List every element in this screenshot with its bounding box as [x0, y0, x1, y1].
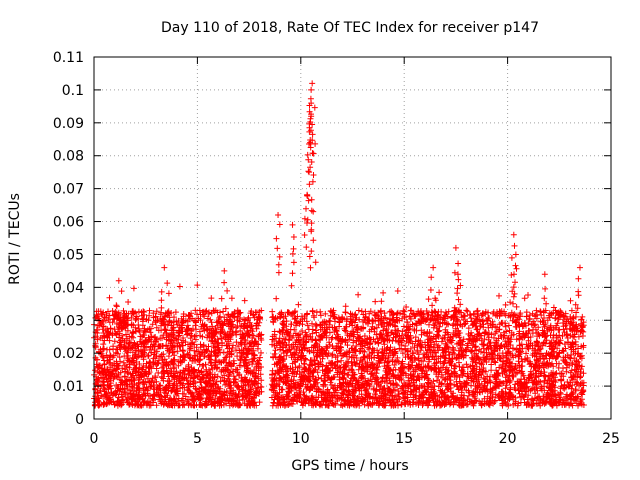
roti-peak-trail [306, 95, 319, 147]
roti-peak-point [161, 264, 168, 271]
axis-ticks [93, 56, 612, 420]
roti-peak-point [275, 211, 282, 218]
roti-peak-trail [307, 220, 319, 271]
roti-peak-trail [288, 234, 297, 289]
x-tick-label: 10 [292, 431, 310, 447]
y-tick-label: 0.1 [62, 83, 84, 99]
roti-peak-trail [218, 279, 231, 334]
roti-peak-trail [304, 151, 316, 203]
roti-peak-trail [306, 102, 314, 151]
roti-peak-point [115, 277, 122, 284]
roti-peak-trail [540, 285, 550, 336]
roti-peak-point [576, 264, 583, 271]
plot-frame [93, 56, 612, 420]
roti-peak-point [310, 208, 317, 215]
y-tick-label: 0.08 [53, 149, 84, 165]
roti-peak-point [306, 169, 313, 176]
roti-peak-point [452, 244, 459, 251]
roti-peak-point [309, 80, 316, 87]
roti-peak-trail [510, 265, 520, 319]
grid [94, 57, 611, 419]
roti-peak-point [541, 271, 548, 278]
chart-title: Day 110 of 2018, Rate Of TEC Index for r… [161, 20, 539, 36]
roti-peak-point [289, 221, 296, 228]
y-tick-label: 0.03 [53, 313, 84, 329]
roti-peak-trail [508, 242, 519, 297]
y-tick-label: 0.04 [53, 280, 84, 296]
x-tick-label: 20 [499, 431, 517, 447]
y-tick-label: 0 [75, 412, 84, 428]
roti-point-cloud [91, 282, 587, 409]
roti-peak-trail [273, 221, 283, 276]
roti-peak-trail [158, 280, 171, 328]
x-axis-label: GPS time / hours [291, 458, 408, 474]
y-tick-labels: 0 0.01 0.02 0.03 0.04 0.05 0.06 0.07 0.08 0.09 0.1… [53, 50, 84, 428]
roti-peak-point [308, 86, 315, 93]
y-tick-label: 0.06 [53, 215, 84, 231]
x-tick-label: 25 [602, 431, 620, 447]
roti-peak-point [510, 231, 517, 238]
roti-peak-trail [454, 282, 464, 337]
y-tick-label: 0.01 [53, 379, 84, 395]
roti-peak-point [454, 271, 461, 278]
roti-peak-trail [427, 274, 439, 331]
y-tick-label: 0.07 [53, 182, 84, 198]
x-tick-labels: 0 5 10 15 20 25 [90, 431, 620, 447]
roti-peak-trail [113, 288, 125, 341]
roti-peak-trail [301, 205, 313, 260]
roti-peak-point [512, 251, 519, 258]
y-tick-label: 0.02 [53, 346, 84, 362]
roti-peak-trail [574, 275, 585, 327]
y-tick-label: 0.11 [53, 50, 84, 66]
roti-peak-point [221, 267, 228, 274]
y-tick-label: 0.09 [53, 116, 84, 132]
x-tick-label: 15 [395, 431, 413, 447]
x-tick-label: 5 [193, 431, 202, 447]
y-axis-label: ROTI / TECUs [7, 193, 23, 285]
roti-peak-point [430, 264, 437, 271]
y-tick-label: 0.05 [53, 247, 84, 263]
data-points [91, 80, 587, 409]
roti-peak-trail [305, 115, 316, 163]
x-tick-label: 0 [90, 431, 99, 447]
roti-peak-trail [451, 260, 462, 311]
